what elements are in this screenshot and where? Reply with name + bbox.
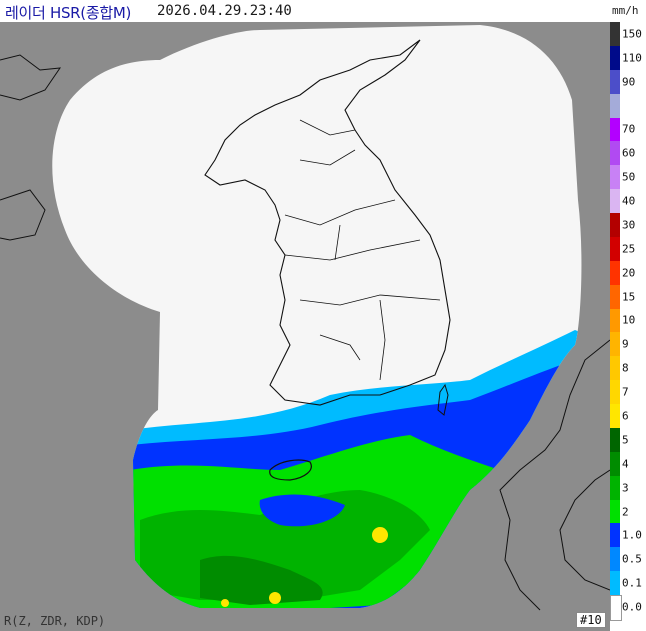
- jeju-island: [269, 459, 312, 481]
- china-coastline: [0, 54, 62, 241]
- legend-swatch: [610, 356, 620, 381]
- legend-label: 110: [622, 51, 642, 65]
- korea-coastline: [204, 39, 451, 406]
- legend-swatch: [610, 380, 620, 405]
- legend-row: 6: [610, 404, 646, 428]
- legend-swatch: [610, 332, 620, 357]
- legend-label: 15: [622, 290, 636, 304]
- legend-row: 5: [610, 427, 646, 452]
- legend-label: 4: [622, 457, 629, 471]
- legend-label: 25: [622, 242, 636, 256]
- legend-label: 30: [622, 218, 636, 232]
- legend-label: 70: [622, 122, 636, 136]
- precip-blue-patch: [259, 494, 345, 527]
- algorithm-label: R(Z, ZDR, KDP): [4, 614, 106, 628]
- legend-row: 4: [610, 451, 646, 476]
- legend-swatch: [610, 141, 620, 166]
- header-bar: 레이더 HSR(종합M) 2026.04.29.23:40: [0, 0, 610, 22]
- legend-row: 15: [610, 284, 646, 309]
- legend-swatch: [610, 45, 620, 70]
- legend-row: 0.1: [610, 571, 646, 596]
- precip-dark-green: [200, 555, 323, 605]
- legend-label: 3: [622, 481, 629, 495]
- legend-row: 25: [610, 236, 646, 261]
- legend-swatch: [610, 69, 620, 94]
- frame-number: #10: [576, 612, 606, 628]
- legend-swatch: [610, 595, 622, 621]
- legend-label: 0.5: [622, 552, 642, 566]
- legend-label: 2: [622, 505, 629, 519]
- legend-label: 10: [622, 313, 636, 327]
- legend-row: 60: [610, 141, 646, 166]
- legend-row: 90: [610, 69, 646, 94]
- legend-row: 20: [610, 260, 646, 285]
- legend-row: 0.0: [610, 595, 646, 621]
- legend-label: 60: [622, 146, 636, 160]
- legend-swatch: [610, 117, 620, 142]
- province-boundaries: [284, 119, 441, 381]
- observation-time: 2026.04.29.23:40: [157, 3, 292, 19]
- legend-row: 40: [610, 189, 646, 214]
- legend-row: 30: [610, 213, 646, 237]
- legend-label: 0.1: [622, 576, 642, 590]
- legend-row: [610, 93, 646, 118]
- legend-row: 1.0: [610, 523, 646, 548]
- legend-row: 8: [610, 356, 646, 381]
- map-title: 레이더 HSR(종합M): [5, 4, 132, 22]
- legend-swatch: [610, 523, 620, 548]
- legend-swatch: [610, 475, 620, 500]
- legend-swatch: [610, 165, 620, 190]
- legend-label: 6: [622, 409, 629, 423]
- legend-label: 9: [622, 337, 629, 351]
- legend-row: 7: [610, 380, 646, 405]
- legend-label: 50: [622, 170, 636, 184]
- precipitation-legend: 150 110 90 70 60 50 40 30 25 20 15 10 9 8 7 6 5 4 3 2 1.0 0.5…: [610, 22, 646, 621]
- legend-row: 2: [610, 499, 646, 524]
- legend-swatch: [610, 571, 620, 596]
- legend-label: 1.0: [622, 528, 642, 542]
- legend-swatch: [610, 189, 620, 214]
- legend-swatch: [610, 451, 620, 476]
- precip-yellow-cell: [221, 599, 229, 607]
- legend-row: 150: [610, 22, 646, 46]
- legend-row: 3: [610, 475, 646, 500]
- precip-yellow-cell: [372, 527, 388, 543]
- legend-swatch: [610, 213, 620, 237]
- legend-swatch: [610, 308, 620, 333]
- legend-label: 8: [622, 361, 629, 375]
- legend-row: 70: [610, 117, 646, 142]
- legend-label: 7: [622, 385, 629, 399]
- legend-swatch: [610, 93, 620, 118]
- legend-row: 9: [610, 332, 646, 357]
- legend-row: 110: [610, 45, 646, 70]
- legend-row: 50: [610, 165, 646, 190]
- legend-swatch: [610, 404, 620, 428]
- legend-swatch: [610, 427, 620, 452]
- precip-yellow-cell: [269, 592, 281, 604]
- japan-coastline: [499, 339, 610, 611]
- legend-row: 10: [610, 308, 646, 333]
- legend-swatch: [610, 547, 620, 572]
- legend-label: 0.0: [622, 600, 642, 614]
- legend-swatch: [610, 284, 620, 309]
- legend-label: 150: [622, 27, 642, 41]
- legend-swatch: [610, 22, 620, 46]
- radar-map[interactable]: [0, 22, 610, 631]
- legend-swatch: [610, 499, 620, 524]
- legend-swatch: [610, 236, 620, 261]
- legend-row: 0.5: [610, 547, 646, 572]
- legend-label: 40: [622, 194, 636, 208]
- legend-label: 90: [622, 75, 636, 89]
- legend-label: 20: [622, 266, 636, 280]
- legend-label: 5: [622, 433, 629, 447]
- unit-label: mm/h: [612, 4, 639, 17]
- legend-swatch: [610, 260, 620, 285]
- ulleung-island: [437, 383, 449, 416]
